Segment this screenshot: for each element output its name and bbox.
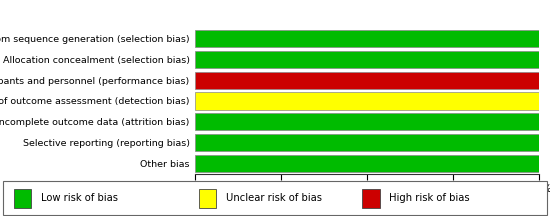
- FancyBboxPatch shape: [3, 181, 547, 215]
- Bar: [195, 72, 539, 89]
- Text: High risk of bias: High risk of bias: [389, 193, 470, 203]
- Bar: [195, 92, 539, 110]
- Bar: [195, 113, 539, 130]
- Bar: [195, 134, 539, 151]
- Text: Low risk of bias: Low risk of bias: [41, 193, 118, 203]
- FancyBboxPatch shape: [14, 189, 31, 208]
- FancyBboxPatch shape: [199, 189, 216, 208]
- Text: Unclear risk of bias: Unclear risk of bias: [226, 193, 322, 203]
- Bar: [195, 51, 539, 68]
- Bar: [195, 155, 539, 172]
- Bar: [195, 30, 539, 47]
- FancyBboxPatch shape: [362, 189, 380, 208]
